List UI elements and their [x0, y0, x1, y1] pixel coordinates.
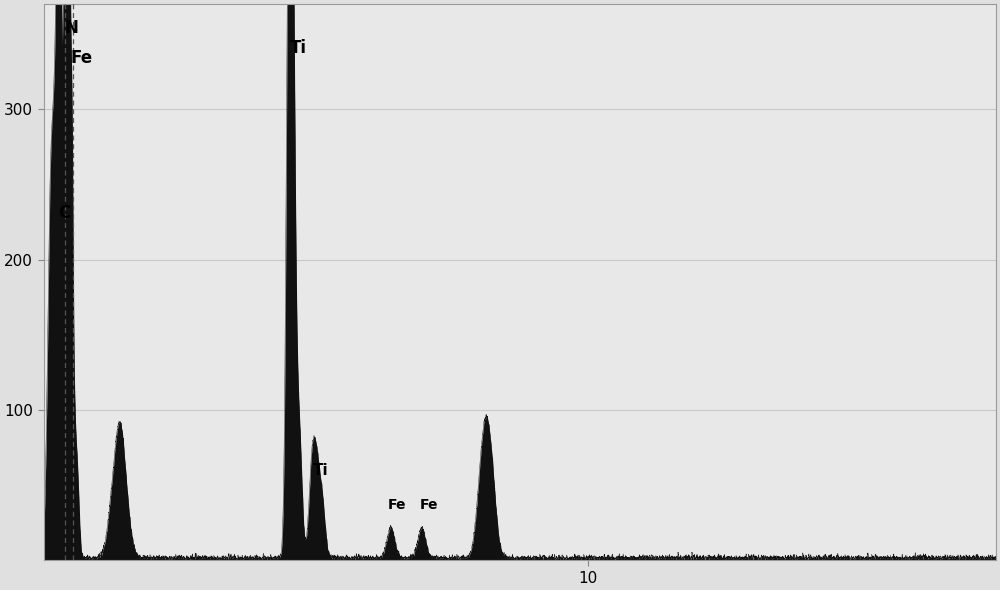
Text: Fe: Fe: [71, 50, 93, 67]
Text: N: N: [64, 19, 78, 37]
Text: Fe: Fe: [387, 499, 406, 512]
Text: Fe: Fe: [420, 499, 439, 512]
Text: Ti: Ti: [290, 39, 307, 57]
Text: C: C: [58, 204, 70, 222]
Text: Ti: Ti: [313, 463, 329, 478]
